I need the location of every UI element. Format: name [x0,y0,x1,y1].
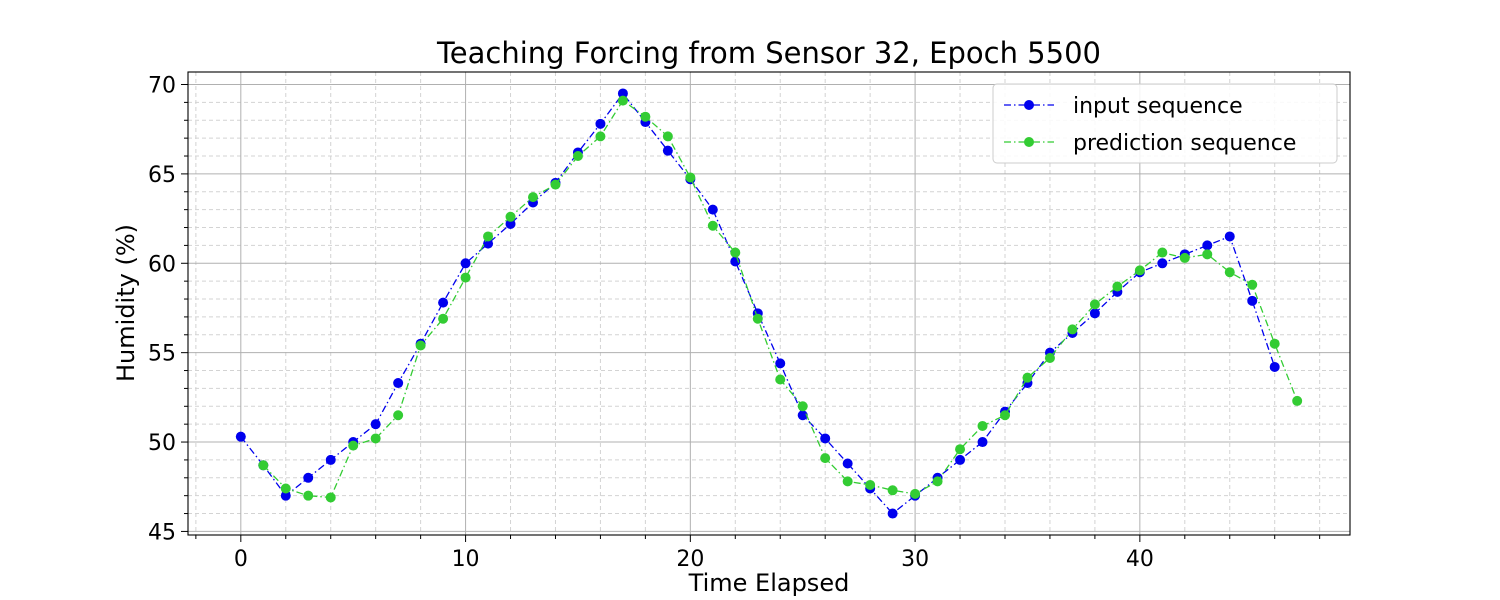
data-point [887,508,898,519]
y-tick-label: 55 [148,342,176,367]
data-point [415,340,426,351]
x-axis-label: Time Elapsed [688,569,850,597]
data-point [460,258,471,269]
data-point [1022,372,1033,383]
data-point [617,95,628,106]
legend-label: prediction sequence [1073,131,1296,156]
data-point [595,118,606,129]
data-point [280,483,291,494]
data-point [595,131,606,142]
data-point [842,458,853,469]
chart-title: Teaching Forcing from Sensor 32, Epoch 5… [436,36,1101,70]
data-point [617,88,628,99]
x-tick-label: 10 [452,547,480,572]
y-axis-label: Humidity (%) [112,224,140,382]
legend-box [992,83,1338,164]
data-point [572,151,583,162]
data-point [865,479,876,490]
data-point [370,419,381,430]
data-point [1157,247,1168,258]
data-point [932,476,943,487]
x-tick-label: 40 [1126,547,1154,572]
data-point [325,492,336,503]
data-point [1292,395,1303,406]
data-point [1202,240,1213,251]
data-point [1157,258,1168,269]
data-point [1134,265,1145,276]
data-point [1269,338,1280,349]
y-tick-label: 50 [148,431,176,456]
data-point [820,433,831,444]
data-point [1089,299,1100,310]
legend-label: input sequence [1073,94,1243,119]
data-point [662,145,673,156]
data-point [1247,279,1258,290]
data-point [842,476,853,487]
data-point [505,218,516,229]
data-point [1269,361,1280,372]
data-point [325,454,336,465]
data-point [977,420,988,431]
data-point [1179,252,1190,263]
data-point [370,433,381,444]
y-tick-label: 60 [148,252,176,277]
data-point [887,485,898,496]
data-point [775,374,786,385]
data-point [280,490,291,501]
data-point [1044,353,1055,364]
data-point [438,313,449,324]
data-point [820,453,831,464]
data-point [955,444,966,455]
data-point [483,231,494,242]
legend-marker [1024,100,1034,110]
data-point [730,247,741,258]
y-tick-label: 45 [148,520,176,545]
data-point [955,454,966,465]
data-point [797,410,808,421]
data-point [303,490,314,501]
data-point [1247,295,1258,306]
data-point [1224,231,1235,242]
legend-marker [1024,137,1034,147]
data-point [258,460,269,471]
data-point [910,488,921,499]
data-point [1089,308,1100,319]
data-point [685,172,696,183]
data-point [999,410,1010,421]
data-point [1112,281,1123,292]
x-tick-label: 20 [676,547,704,572]
data-point [797,401,808,412]
data-point [460,272,471,283]
data-point [752,313,763,324]
data-point [1067,324,1078,335]
data-point [775,358,786,369]
axes-frame [187,71,1351,536]
x-tick-label: 0 [234,547,248,572]
data-point [528,192,539,203]
data-point [505,211,516,222]
data-point [235,431,246,442]
data-point [707,204,718,215]
data-point [1224,267,1235,278]
data-point [393,410,404,421]
data-point [303,472,314,483]
data-point [393,378,404,389]
data-point [348,440,359,451]
data-point [640,111,651,122]
y-tick-label: 70 [148,74,176,99]
data-point [550,179,561,190]
data-point [707,220,718,231]
y-tick-label: 65 [148,163,176,188]
data-point [977,437,988,448]
plot-area: 0 10 20 30 40 45 50 55 60 65 70 [148,71,1351,572]
data-point [1202,249,1213,260]
data-point [438,297,449,308]
legend: input sequence prediction sequence [992,83,1338,164]
data-point [662,131,673,142]
x-tick-label: 30 [901,547,929,572]
